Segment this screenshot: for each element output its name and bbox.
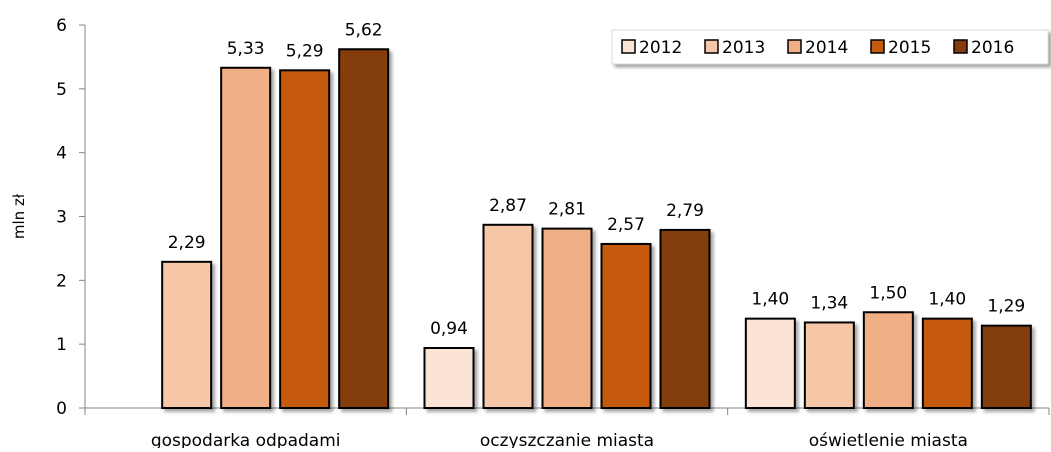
bar-value-label: 2,87 <box>489 196 527 216</box>
y-tick-label: 6 <box>56 16 67 36</box>
x-tick-label: gospodarka odpadami <box>151 431 341 448</box>
bar-value-label: 1,34 <box>810 293 848 313</box>
bar <box>161 260 213 409</box>
y-axis-label: mln zł <box>10 193 28 239</box>
legend-swatch <box>953 39 968 54</box>
bar <box>803 321 855 410</box>
axes: 0 1 2 3 4 5 6 mln zł gospodarka odpadami oczyszcz… <box>10 16 1050 451</box>
bar-value-label: 5,33 <box>227 39 265 59</box>
legend-label: 2012 <box>639 38 682 58</box>
bar-value-label: 0,94 <box>430 319 468 339</box>
bar <box>220 66 272 409</box>
bar-value-label: 1,50 <box>869 283 907 303</box>
bar-value-label: 5,62 <box>345 20 383 40</box>
bar-value-label: 1,40 <box>928 290 966 310</box>
bar-labels: 2,29 5,33 5,29 5,62 0,94 2,87 2,81 2,57 2,79 1,40… <box>168 20 1026 339</box>
bars <box>161 48 1032 410</box>
bar-value-label: 2,29 <box>168 233 206 253</box>
bar <box>600 242 652 409</box>
x-tick-label: oczyszczanie miasta <box>480 431 654 448</box>
y-tick-label: 3 <box>56 208 67 228</box>
bar-value-label: 1,29 <box>987 297 1025 317</box>
y-tick-label: 0 <box>56 399 67 419</box>
legend-label: 2016 <box>971 38 1014 58</box>
legend-swatch <box>787 39 802 54</box>
bar-value-label: 2,81 <box>548 200 586 220</box>
bar-value-label: 5,29 <box>286 41 324 61</box>
legend-box <box>611 29 1049 65</box>
y-tick-label: 5 <box>56 80 67 100</box>
bar <box>862 311 914 409</box>
bar-value-label: 2,79 <box>666 201 704 221</box>
bar <box>541 227 593 409</box>
bar <box>980 324 1032 409</box>
bar <box>921 317 973 409</box>
bar <box>338 48 390 410</box>
bar <box>423 346 475 410</box>
y-tick-label: 1 <box>56 335 67 355</box>
legend-swatch <box>704 39 719 54</box>
bar <box>482 223 534 409</box>
bar-value-label: 1,40 <box>751 290 789 310</box>
bar <box>279 69 331 410</box>
bar <box>659 228 711 409</box>
legend-label: 2015 <box>888 38 931 58</box>
legend-label: 2013 <box>722 38 765 58</box>
bar-value-label: 2,57 <box>607 215 645 235</box>
legend-swatch <box>621 39 636 54</box>
legend-label: 2014 <box>805 38 848 58</box>
x-tick-label: oświetlenie miasta <box>809 431 968 448</box>
y-tick-label: 4 <box>56 144 67 164</box>
legend: 2012 2013 2014 2015 2016 <box>611 29 1049 65</box>
y-tick-label: 2 <box>56 271 67 291</box>
legend-swatch <box>870 39 885 54</box>
bar <box>744 317 796 409</box>
